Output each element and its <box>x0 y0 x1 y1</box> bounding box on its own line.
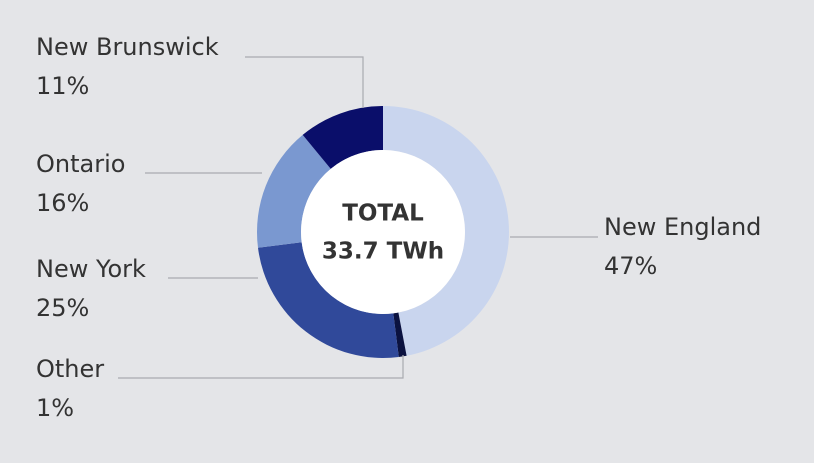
center-value: 33.7 TWh <box>322 239 444 265</box>
slice-label: New England <box>604 213 761 241</box>
donut-hole <box>301 150 465 314</box>
slice-value-label: 1% <box>36 394 74 422</box>
donut-slice <box>257 134 331 248</box>
slice-label: Other <box>36 355 104 383</box>
leader-line <box>245 56 364 108</box>
slice-label: Ontario <box>36 150 125 178</box>
slice-label: New Brunswick <box>36 33 219 61</box>
slice-value-label: 11% <box>36 72 89 100</box>
slice-label: New York <box>36 255 146 283</box>
slice-value-label: 25% <box>36 294 89 322</box>
slice-value-label: 47% <box>604 252 657 280</box>
slice-value-label: 16% <box>36 189 89 217</box>
leader-line <box>118 355 404 379</box>
donut-slice <box>393 312 407 358</box>
donut-slice <box>383 106 509 356</box>
donut-slice <box>302 106 383 169</box>
donut-slice <box>257 242 399 358</box>
center-title: TOTAL <box>342 201 424 227</box>
